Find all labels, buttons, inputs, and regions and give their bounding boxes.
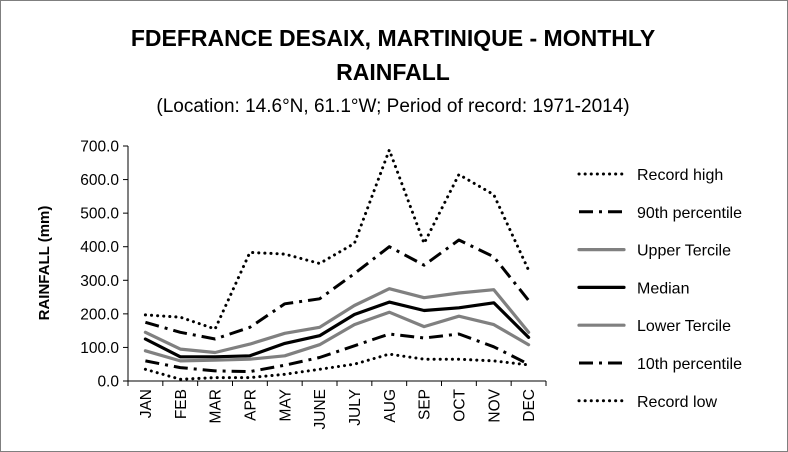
- legend-label: Record high: [637, 167, 723, 184]
- legend-item-lower-tercile: Lower Tercile: [577, 318, 731, 335]
- legend-label: 10th percentile: [637, 356, 742, 373]
- x-tick-label: JUNE: [312, 389, 329, 429]
- chart-subtitle: (Location: 14.6°N, 61.1°W; Period of rec…: [156, 96, 629, 117]
- y-tick-label: 0.0: [97, 374, 119, 391]
- legend-label: Upper Tercile: [637, 243, 731, 260]
- series-line-lower-tercile: [143, 310, 531, 363]
- x-tick-label: NOV: [486, 388, 503, 422]
- y-tick-label: 200.0: [80, 306, 119, 323]
- plot-area: 0.0 100.0 200.0 300.0 400.0 500.0 600.0 700.0 JA…: [80, 139, 547, 429]
- legend-label: 90th percentile: [637, 205, 742, 222]
- x-tick-label: APR: [242, 389, 259, 421]
- x-tick-label: FEB: [173, 389, 190, 419]
- y-tick-label: 100.0: [80, 340, 119, 357]
- series-line-upper-tercile: [143, 287, 531, 355]
- legend-item-90th-percentile: 90th percentile: [579, 205, 742, 222]
- legend-item-upper-tercile: Upper Tercile: [577, 243, 731, 260]
- x-tick-label: SEP: [417, 389, 434, 420]
- legend: Record high 90th percentile Upper Tercile M…: [577, 167, 742, 411]
- y-tick-label: 400.0: [80, 239, 119, 256]
- legend-label: Record low: [637, 394, 717, 411]
- x-tick-label: AUG: [382, 389, 399, 423]
- series-line-record-low: [143, 352, 531, 381]
- legend-label: Lower Tercile: [637, 318, 731, 335]
- legend-label: Median: [637, 280, 689, 297]
- y-tick-label: 500.0: [80, 206, 119, 223]
- y-tick-label: 300.0: [80, 273, 119, 290]
- chart-title-line-1: FDEFRANCE DESAIX, MARTINIQUE - MONTHLY: [131, 25, 655, 51]
- series-line-median: [143, 300, 531, 359]
- legend-item-record-high: Record high: [577, 167, 723, 184]
- x-tick-label: DEC: [521, 389, 538, 422]
- series-line-10th-percentile: [145, 332, 530, 374]
- legend-item-record-low: Record low: [577, 394, 717, 411]
- series-line-90th-percentile: [144, 238, 530, 341]
- x-tick-label: JULY: [347, 389, 364, 426]
- x-tick-label: OCT: [451, 388, 468, 421]
- legend-item-10th-percentile: 10th percentile: [579, 356, 742, 373]
- series-line-record-high: [143, 148, 531, 331]
- y-tick-label: 700.0: [80, 139, 119, 156]
- x-tick-label: MAY: [277, 389, 294, 421]
- x-tick-label: MAR: [208, 389, 225, 423]
- y-tick-label: 600.0: [80, 172, 119, 189]
- x-tick-label: JAN: [138, 389, 155, 418]
- chart-title-line-2: RAINFALL: [336, 59, 450, 85]
- legend-item-median: Median: [577, 280, 689, 297]
- y-axis-title: RAINFALL (mm): [36, 206, 53, 321]
